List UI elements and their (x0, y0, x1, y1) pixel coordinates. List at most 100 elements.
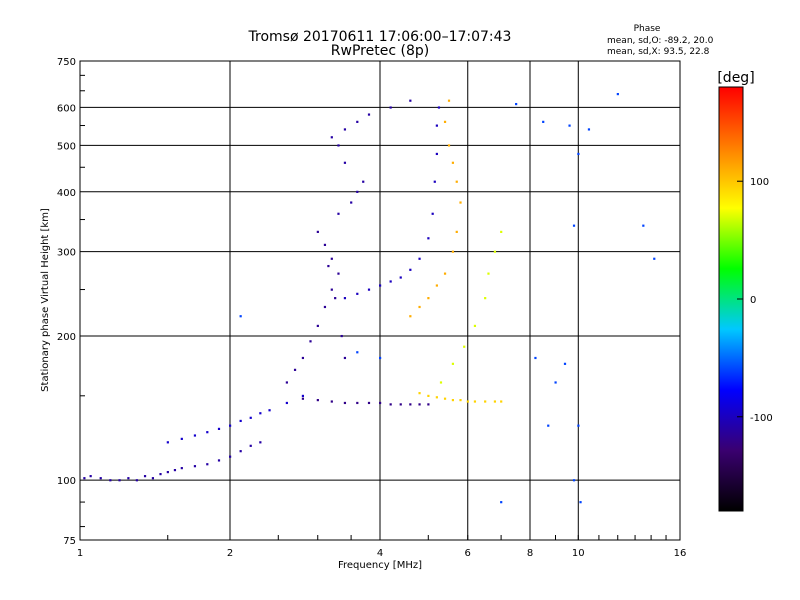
data-point (418, 257, 421, 260)
data-point (437, 106, 441, 109)
data-point (459, 399, 462, 402)
y-tick-label: 200 (57, 332, 76, 343)
x-tick-label: 10 (572, 548, 585, 559)
data-point (435, 396, 438, 399)
data-point (455, 230, 458, 233)
data-point (409, 268, 412, 271)
data-point (473, 324, 477, 328)
data-point (193, 434, 197, 437)
data-point (229, 455, 232, 458)
data-point (577, 152, 580, 156)
data-point (249, 416, 252, 419)
data-point (239, 450, 242, 453)
y-axis: 75 100 200 300 400 500 600 750 (57, 57, 85, 547)
data-point (159, 473, 162, 476)
data-point (563, 362, 567, 365)
data-point (268, 409, 271, 412)
x-axis-label: Frequency [MHz] (338, 560, 422, 571)
data-point (447, 99, 451, 102)
data-point (389, 280, 392, 283)
y-tick-label: 75 (63, 536, 76, 547)
data-point (451, 250, 455, 253)
data-point (239, 315, 242, 318)
phase-line-o: mean, sd,O: -89.2, 20.0 (607, 36, 714, 46)
data-point (515, 102, 518, 106)
y-tick-label: 300 (57, 248, 76, 259)
data-point (435, 284, 438, 287)
x-tick-label: 6 (465, 548, 471, 559)
data-point (534, 356, 537, 360)
data-point (89, 475, 92, 478)
data-point (285, 381, 288, 384)
data-point (229, 424, 232, 427)
y-tick-label: 600 (57, 103, 76, 114)
data-point (379, 401, 382, 405)
data-point (166, 470, 169, 474)
data-point (334, 297, 337, 300)
data-point (379, 356, 382, 360)
data-point (427, 403, 430, 406)
phase-heading: Phase (634, 24, 661, 34)
data-point (451, 362, 455, 365)
data-point (463, 345, 466, 348)
y-axis-label: Stationary phase Virtual Height [km] (40, 208, 51, 392)
data-point (356, 401, 359, 405)
data-point (340, 334, 343, 338)
data-point (455, 180, 458, 183)
data-point (367, 288, 371, 291)
data-point (316, 230, 319, 233)
data-point (259, 412, 262, 415)
data-point (330, 288, 333, 291)
data-point (418, 305, 421, 309)
data-point (343, 401, 347, 405)
data-point (653, 257, 656, 260)
data-point (337, 272, 340, 275)
x-tick-label: 4 (377, 548, 383, 559)
data-point (135, 479, 138, 482)
data-point (180, 437, 183, 440)
data-point (409, 99, 412, 102)
data-point (217, 459, 221, 462)
data-point (343, 356, 347, 360)
data-point (493, 250, 497, 253)
data-point (572, 224, 576, 227)
data-point (439, 381, 443, 384)
data-point (587, 128, 591, 131)
data-point (301, 394, 305, 398)
y-tick-label: 500 (57, 141, 76, 152)
data-point (443, 272, 447, 275)
data-point (309, 340, 312, 343)
data-point (323, 305, 327, 309)
data-point (500, 501, 503, 504)
data-point (323, 243, 327, 246)
data-point (206, 463, 209, 466)
colorbar-tick-label: -100 (750, 413, 773, 424)
data-point (166, 441, 169, 444)
data-point (379, 284, 382, 287)
x-tick-label: 1 (77, 548, 83, 559)
data-points (83, 92, 656, 504)
data-point (447, 144, 451, 147)
data-point (337, 212, 340, 215)
data-point (435, 124, 438, 127)
data-point (327, 264, 330, 268)
data-point (418, 392, 421, 395)
data-point (427, 394, 430, 398)
data-point (435, 152, 438, 156)
data-point (118, 479, 121, 482)
phase-line-x: mean, sd,X: 93.5, 22.8 (607, 47, 710, 57)
data-point (109, 479, 112, 482)
data-point (206, 431, 209, 434)
data-point (500, 400, 503, 403)
data-point (180, 467, 183, 470)
chart-subtitle: RwPretec (8p) (331, 43, 429, 59)
grid (80, 61, 680, 540)
data-point (409, 315, 412, 318)
data-point (356, 120, 359, 123)
data-point (451, 161, 455, 164)
data-point (427, 297, 430, 300)
data-point (239, 419, 242, 423)
x-tick-label: 8 (527, 548, 533, 559)
data-point (293, 368, 297, 371)
data-point (151, 477, 155, 480)
